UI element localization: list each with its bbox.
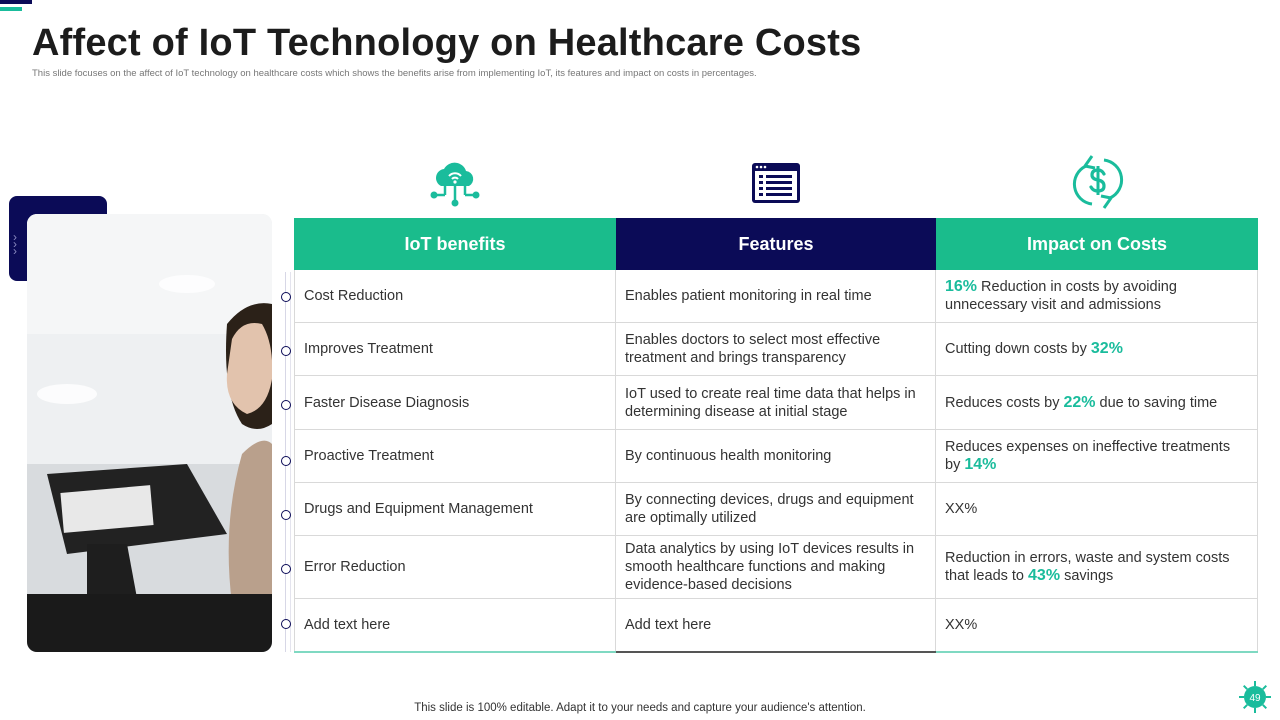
feature-cell: By continuous health monitoring [616, 430, 936, 482]
cloud-network-icon [430, 162, 480, 207]
table-row: Cost Reduction Enables patient monitorin… [294, 270, 1258, 323]
corner-accent-green [0, 7, 22, 11]
benefit-cell: Improves Treatment [294, 323, 616, 375]
footer-note: This slide is 100% editable. Adapt it to… [414, 702, 866, 714]
timeline-dot [281, 456, 291, 466]
table-bottom-border [294, 651, 1258, 653]
impact-text: Reduction in errors, waste and system co… [945, 550, 1230, 584]
chevron-down-icon: › › › [13, 230, 17, 258]
timeline-dot [281, 292, 291, 302]
table-row: Faster Disease Diagnosis IoT used to cre… [294, 376, 1258, 430]
impact-text: Reduces expenses on ineffective treatmen… [945, 439, 1231, 473]
timeline-dot [281, 510, 291, 520]
header-impact-on-costs: Impact on Costs [936, 218, 1258, 270]
header-features: Features [616, 218, 936, 270]
timeline-dot [281, 564, 291, 574]
feature-cell: By connecting devices, drugs and equipme… [616, 483, 936, 535]
impact-cell: Reduces expenses on ineffective treatmen… [936, 430, 1258, 482]
slide-title: Affect of IoT Technology on Healthcare C… [32, 22, 862, 64]
dollar-cycle-icon [1072, 155, 1124, 209]
feature-cell: Data analytics by using IoT devices resu… [616, 536, 936, 598]
impact-text: savings [1060, 568, 1114, 584]
page-number-badge: 49 [1238, 680, 1272, 714]
benefit-cell: Cost Reduction [294, 270, 616, 322]
benefit-cell: Error Reduction [294, 536, 616, 598]
iot-benefits-table: IoT benefits Features Impact on Costs Co… [294, 218, 1258, 653]
impact-percentage: 43% [1028, 567, 1061, 584]
impact-text: due to saving time [1095, 394, 1218, 411]
benefit-cell: Proactive Treatment [294, 430, 616, 482]
impact-cell: XX% [936, 599, 1258, 651]
feature-cell: Enables doctors to select most effective… [616, 323, 936, 375]
timeline-dot [281, 619, 291, 629]
header-iot-benefits: IoT benefits [294, 218, 616, 270]
impact-text: XX% [945, 617, 978, 633]
timeline-dot [281, 346, 291, 356]
slide-subtitle: This slide focuses on the affect of IoT … [32, 68, 757, 79]
impact-text: Reduction in costs by avoiding unnecessa… [945, 279, 1177, 313]
benefit-cell: Faster Disease Diagnosis [294, 376, 616, 429]
impact-text: Reduces costs by [945, 394, 1064, 411]
feature-cell: Add text here [616, 599, 936, 651]
benefit-cell: Add text here [294, 599, 616, 651]
impact-percentage: 16% [945, 278, 978, 295]
table-row: Improves Treatment Enables doctors to se… [294, 323, 1258, 376]
table-row: Add text here Add text here XX% [294, 599, 1258, 651]
feature-cell: Enables patient monitoring in real time [616, 270, 936, 322]
feature-cell: IoT used to create real time data that h… [616, 376, 936, 429]
timeline-dot [281, 400, 291, 410]
table-header-row: IoT benefits Features Impact on Costs [294, 218, 1258, 270]
impact-percentage: 32% [1090, 340, 1123, 357]
woman-on-treadmill-photo [27, 214, 272, 652]
impact-percentage: 22% [1063, 393, 1096, 411]
impact-text: Cutting down costs by [945, 341, 1091, 357]
benefit-cell: Drugs and Equipment Management [294, 483, 616, 535]
impact-cell: Cutting down costs by 32% [936, 323, 1258, 375]
impact-cell: Reduces costs by 22% due to saving time [936, 376, 1258, 429]
list-window-icon [752, 163, 800, 203]
table-row: Proactive Treatment By continuous health… [294, 430, 1258, 483]
table-row: Drugs and Equipment Management By connec… [294, 483, 1258, 536]
page-number: 49 [1249, 693, 1261, 704]
impact-percentage: 14% [964, 456, 997, 473]
impact-text: XX% [945, 501, 978, 517]
table-row: Error Reduction Data analytics by using … [294, 536, 1258, 599]
impact-cell: Reduction in errors, waste and system co… [936, 536, 1258, 598]
corner-accent-dark [0, 0, 32, 4]
impact-cell: XX% [936, 483, 1258, 535]
impact-cell: 16% Reduction in costs by avoiding unnec… [936, 270, 1258, 322]
